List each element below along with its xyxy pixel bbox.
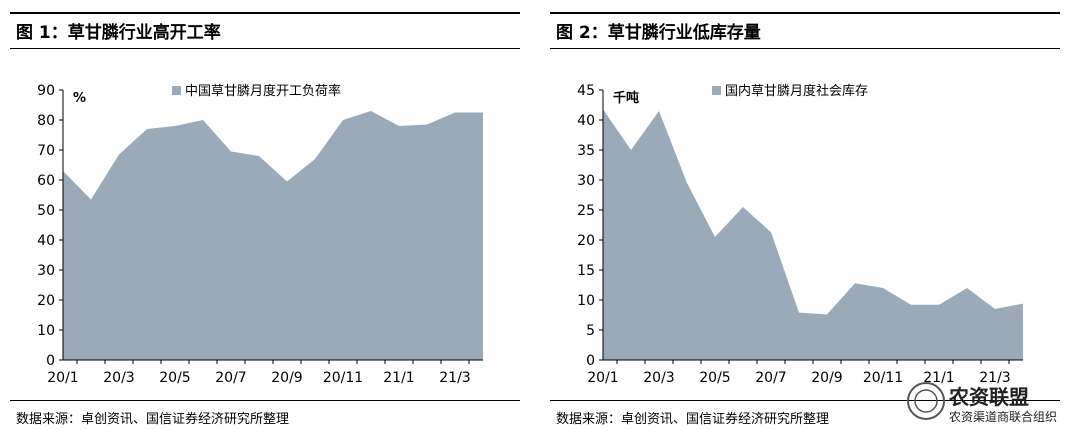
y-tick-label: 0 (46, 353, 55, 369)
y-tick-label: 20 (577, 233, 595, 249)
y-tick-label: 35 (577, 143, 595, 159)
x-tick-label: 20/5 (159, 370, 190, 386)
x-tick-label: 20/11 (323, 370, 363, 386)
x-tick-label: 20/9 (271, 370, 302, 386)
y-tick-label: 10 (37, 323, 55, 339)
x-tick-label: 21/1 (923, 370, 954, 386)
x-tick-label: 21/3 (439, 370, 470, 386)
figure-source: 数据来源：卓创资讯、国信证券经济研究所整理 (556, 412, 830, 427)
chart-panel-1: 图 1：草甘膦行业高开工率 0 10 20 30 40 50 60 70 80 90 20/1 20/… (0, 0, 530, 430)
x-tick-label: 21/3 (979, 370, 1010, 386)
top-rule (550, 12, 1060, 14)
y-tick-label: 90 (37, 83, 55, 99)
x-tick-label: 20/3 (643, 370, 674, 386)
legend-swatch (172, 86, 181, 95)
x-tick-label: 21/1 (383, 370, 414, 386)
x-tick-label: 20/5 (699, 370, 730, 386)
y-tick-label: 40 (37, 233, 55, 249)
y-unit-label: 千吨 (613, 90, 639, 106)
area-chart-inventory: 0 5 10 15 20 25 30 35 40 45 20/1 20/3 20/5 20/7 20/9 20… (577, 83, 1024, 386)
legend-swatch (712, 86, 721, 95)
y-tick-label: 40 (577, 113, 595, 129)
x-tick-label: 20/7 (215, 370, 246, 386)
area-series (603, 109, 1023, 360)
figure-source: 数据来源：卓创资讯、国信证券经济研究所整理 (16, 412, 290, 427)
x-tick-label: 20/9 (811, 370, 842, 386)
bottom-rule (10, 400, 520, 401)
area-series (63, 111, 483, 360)
y-tick-label: 25 (577, 203, 595, 219)
title-rule (10, 48, 520, 49)
figure-title: 图 1：草甘膦行业高开工率 (16, 23, 221, 43)
y-tick-label: 30 (577, 173, 595, 189)
figure-title: 图 2：草甘膦行业低库存量 (556, 23, 761, 43)
bottom-rule (550, 400, 1060, 401)
y-tick-label: 30 (37, 263, 55, 279)
y-tick-label: 15 (577, 263, 595, 279)
watermark-logo: 农资联盟 农资渠道商联合组织 (907, 382, 1057, 424)
x-tick-label: 20/3 (103, 370, 134, 386)
y-tick-label: 5 (586, 323, 595, 339)
x-tick-label: 20/11 (863, 370, 903, 386)
y-unit-label: % (73, 91, 86, 106)
y-tick-label: 60 (37, 173, 55, 189)
top-rule (10, 12, 520, 14)
watermark-subtitle: 农资渠道商联合组织 (949, 409, 1057, 424)
watermark-seal-icon (907, 382, 945, 420)
legend-label: 中国草甘膦月度开工负荷率 (185, 83, 341, 99)
legend-label: 国内草甘膦月度社会库存 (725, 83, 868, 99)
y-tick-label: 70 (37, 143, 55, 159)
y-tick-label: 50 (37, 203, 55, 219)
chart-panel-2: 图 2：草甘膦行业低库存量 0 5 10 15 20 25 30 35 40 45 20/1 20/3… (540, 0, 1070, 430)
watermark-title: 农资联盟 (948, 385, 1029, 409)
title-rule (550, 48, 1060, 49)
x-tick-label: 20/1 (587, 370, 618, 386)
y-tick-label: 80 (37, 113, 55, 129)
y-tick-label: 0 (586, 353, 595, 369)
x-tick-label: 20/1 (47, 370, 78, 386)
x-tick-label: 20/7 (755, 370, 786, 386)
y-tick-label: 20 (37, 293, 55, 309)
y-tick-label: 45 (577, 83, 595, 99)
y-tick-label: 10 (577, 293, 595, 309)
area-chart-operating-rate: 0 10 20 30 40 50 60 70 80 90 20/1 20/3 20/5 20/7 20/9 2… (37, 83, 484, 386)
